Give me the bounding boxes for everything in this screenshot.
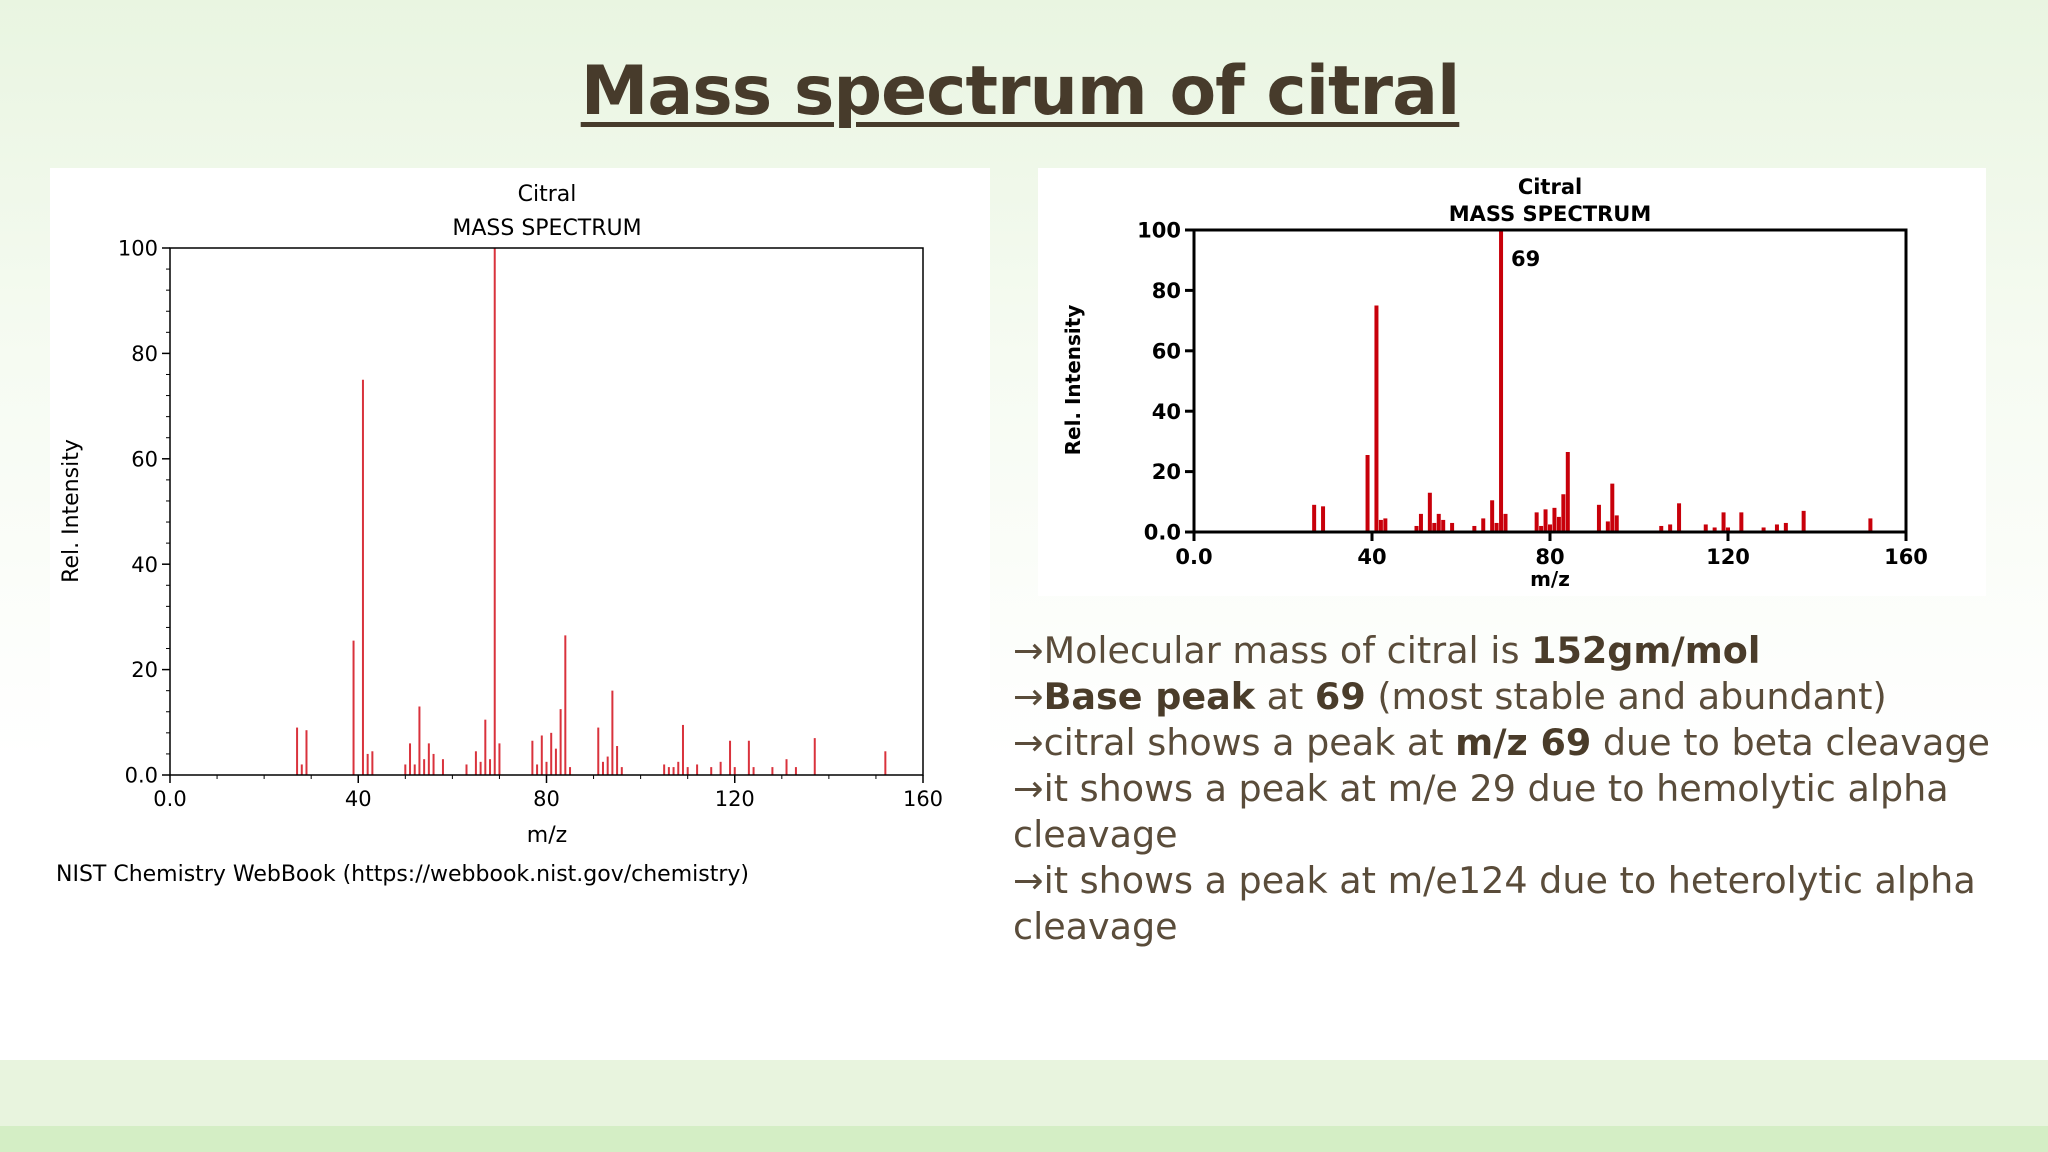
y-tick-label: 40	[1152, 400, 1181, 424]
slide-title: Mass spectrum of citral	[580, 52, 1461, 131]
x-tick-label: 80	[1535, 545, 1564, 569]
emphasis-text: 152gm/mol	[1531, 629, 1761, 672]
observation-text: at	[1255, 675, 1315, 718]
observation-text: →Molecular mass of citral is	[1013, 629, 1532, 672]
y-tick-label: 20	[131, 658, 158, 682]
x-tick-label: 120	[715, 787, 755, 811]
observation-text: due to beta cleavage	[1591, 721, 1991, 764]
y-tick-label: 80	[1152, 279, 1181, 303]
chart-subtitle: MASS SPECTRUM	[1449, 202, 1651, 226]
x-tick-label: 0.0	[1175, 545, 1212, 569]
observation-text: (most stable and abundant)	[1365, 675, 1887, 718]
observation-text: →citral shows a peak at	[1013, 721, 1456, 764]
emphasis-text: m/z 69	[1455, 721, 1592, 764]
y-axis-label: Rel. Intensity	[1061, 305, 1085, 456]
y-tick-label: 60	[1152, 339, 1181, 363]
x-tick-label: 160	[1884, 545, 1928, 569]
y-tick-label: 20	[1152, 460, 1181, 484]
y-tick-label: 80	[131, 342, 158, 366]
x-tick-label: 80	[533, 787, 560, 811]
y-tick-label: 100	[118, 237, 158, 261]
observation-item: →Base peak at 69 (most stable and abunda…	[1013, 674, 2023, 720]
observation-text: →it shows a peak at m/e124 due to hetero…	[1013, 859, 1976, 948]
observation-item: →it shows a peak at m/e 29 due to hemoly…	[1013, 766, 2023, 858]
y-tick-label: 40	[131, 553, 158, 577]
plot-frame	[1192, 228, 1908, 534]
x-tick-label: 120	[1706, 545, 1750, 569]
chart-title: Citral	[518, 182, 577, 207]
emphasis-text: 69	[1314, 675, 1366, 718]
observation-item: →citral shows a peak at m/z 69 due to be…	[1013, 720, 2023, 766]
y-tick-label: 0.0	[125, 764, 158, 788]
scanned-mass-spectrum-chart: Citral MASS SPECTRUM 0.0 20 40 60 80 100 0.0 40…	[1061, 175, 1928, 591]
chart-subtitle: MASS SPECTRUM	[452, 216, 641, 241]
y-tick-label: 100	[1137, 219, 1181, 243]
x-tick-label: 40	[1357, 545, 1386, 569]
y-tick-label: 0.0	[1144, 521, 1181, 545]
observations-list: →Molecular mass of citral is 152gm/mol →B…	[1013, 628, 2023, 950]
chart-title: Citral	[1518, 175, 1582, 199]
x-tick-label: 0.0	[153, 787, 186, 811]
observation-text: →it shows a peak at m/e 29 due to hemoly…	[1013, 767, 1949, 856]
nist-spectrum-panel: Citral MASS SPECTRUM 0.0 20 40 60 80 100 0.0 40…	[50, 168, 990, 893]
x-tick-label: 40	[345, 787, 372, 811]
plot-frame	[169, 247, 924, 776]
base-peak-annotation: 69	[1511, 247, 1540, 271]
source-credit: NIST Chemistry WebBook (https://webbook.…	[56, 862, 749, 887]
nist-mass-spectrum-chart: Citral MASS SPECTRUM 0.0 20 40 60 80 100 0.0 40…	[56, 182, 943, 887]
y-axis-label: Rel. Intensity	[59, 439, 84, 583]
footer-band	[0, 1060, 2048, 1126]
x-tick-label: 160	[903, 787, 943, 811]
scanned-spectrum-panel: Citral MASS SPECTRUM 0.0 20 40 60 80 100 0.0 40…	[1038, 168, 1986, 596]
x-axis-label: m/z	[527, 823, 567, 848]
emphasis-text: Base peak	[1043, 675, 1256, 718]
footer-stripe	[0, 1126, 2048, 1152]
observation-text: →	[1013, 675, 1044, 718]
x-axis-label: m/z	[1530, 567, 1570, 591]
observation-item: →it shows a peak at m/e124 due to hetero…	[1013, 858, 2023, 950]
y-tick-label: 60	[131, 447, 158, 471]
observation-item: →Molecular mass of citral is 152gm/mol	[1013, 628, 2023, 674]
